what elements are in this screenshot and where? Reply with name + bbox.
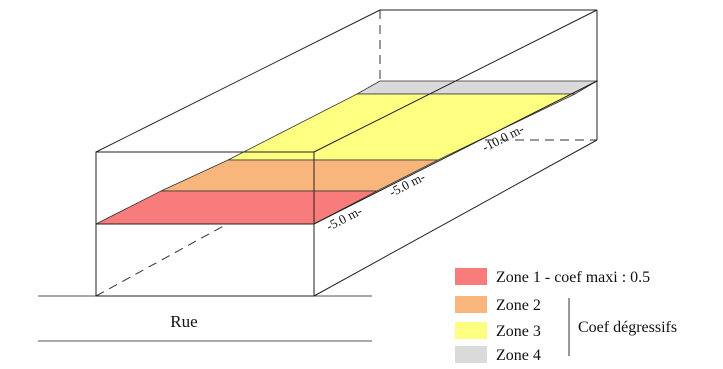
legend-swatch-zone-1 [455,268,487,285]
legend-swatch-zone-3 [455,322,487,339]
legend-label-zone-3: Zone 3 [496,323,541,340]
legend-swatch-zone-2 [455,296,487,313]
legend-bracket-label: Coef dégressifs [578,319,677,336]
legend-label-zone-4: Zone 4 [496,347,541,364]
zone-3-plane [227,93,576,161]
box-edges [95,9,598,297]
legend-swatch-zone-4 [455,346,487,363]
legend-label-zone-2: Zone 2 [496,297,541,314]
street-label: Rue [170,312,197,331]
legend: Zone 1 - coef maxi : 0.5 Zone 2 Zone 3 Z… [455,268,677,364]
zone-4-plane [355,80,599,95]
legend-label-zone-1: Zone 1 - coef maxi : 0.5 [496,269,650,286]
